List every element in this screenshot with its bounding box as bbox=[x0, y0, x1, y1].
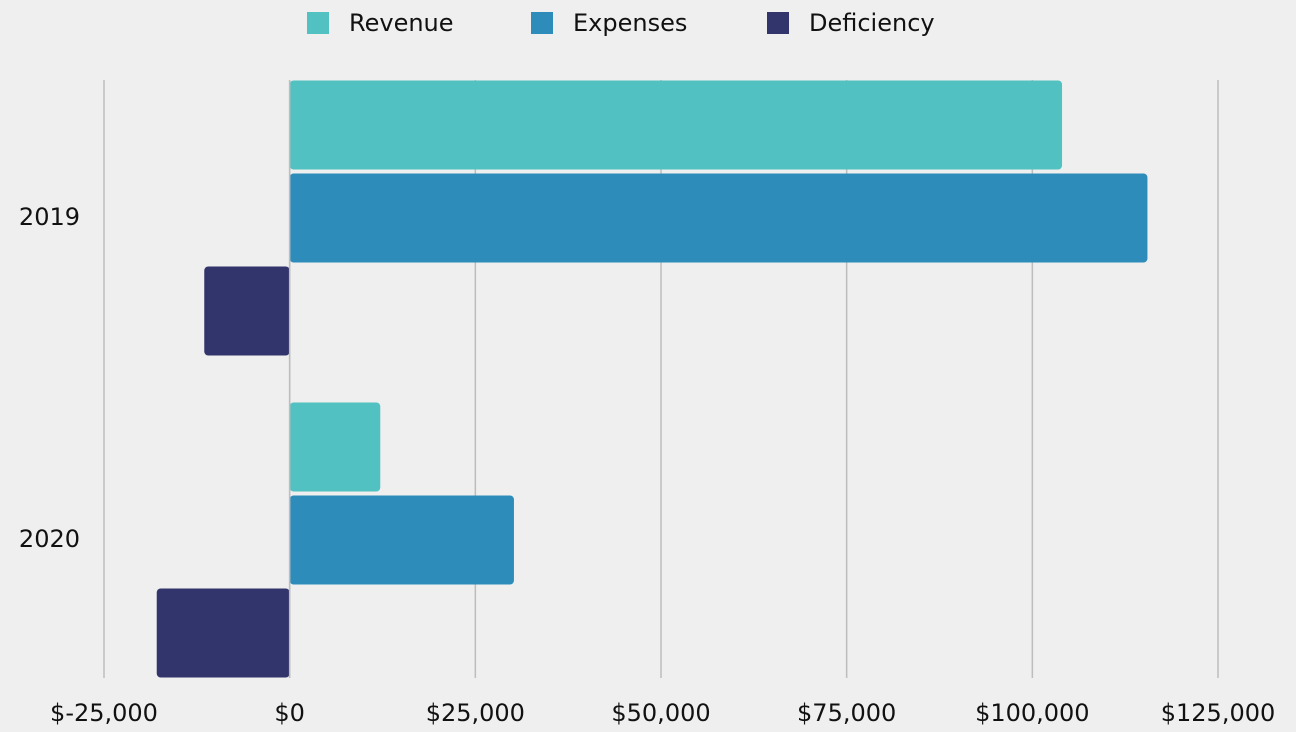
x-tick-label: $75,000 bbox=[797, 699, 896, 727]
x-tick-label: $100,000 bbox=[975, 699, 1090, 727]
legend-label: Deficiency bbox=[809, 9, 935, 37]
legend-label: Expenses bbox=[573, 9, 687, 37]
y-tick-label: 2020 bbox=[19, 525, 80, 553]
bar bbox=[289, 80, 1063, 170]
legend-swatch bbox=[531, 12, 553, 34]
x-tick-label: $0 bbox=[274, 699, 305, 727]
y-tick-label: 2019 bbox=[19, 203, 80, 231]
legend-label: Revenue bbox=[349, 9, 454, 37]
bar bbox=[204, 266, 290, 356]
x-tick-label: $50,000 bbox=[611, 699, 710, 727]
bar bbox=[156, 588, 290, 678]
x-tick-label: $25,000 bbox=[426, 699, 525, 727]
x-tick-label: $-25,000 bbox=[50, 699, 158, 727]
legend-swatch bbox=[307, 12, 329, 34]
x-tick-label: $125,000 bbox=[1161, 699, 1276, 727]
bar bbox=[289, 402, 381, 492]
legend-swatch bbox=[767, 12, 789, 34]
bar bbox=[289, 495, 514, 585]
bar bbox=[289, 173, 1148, 263]
